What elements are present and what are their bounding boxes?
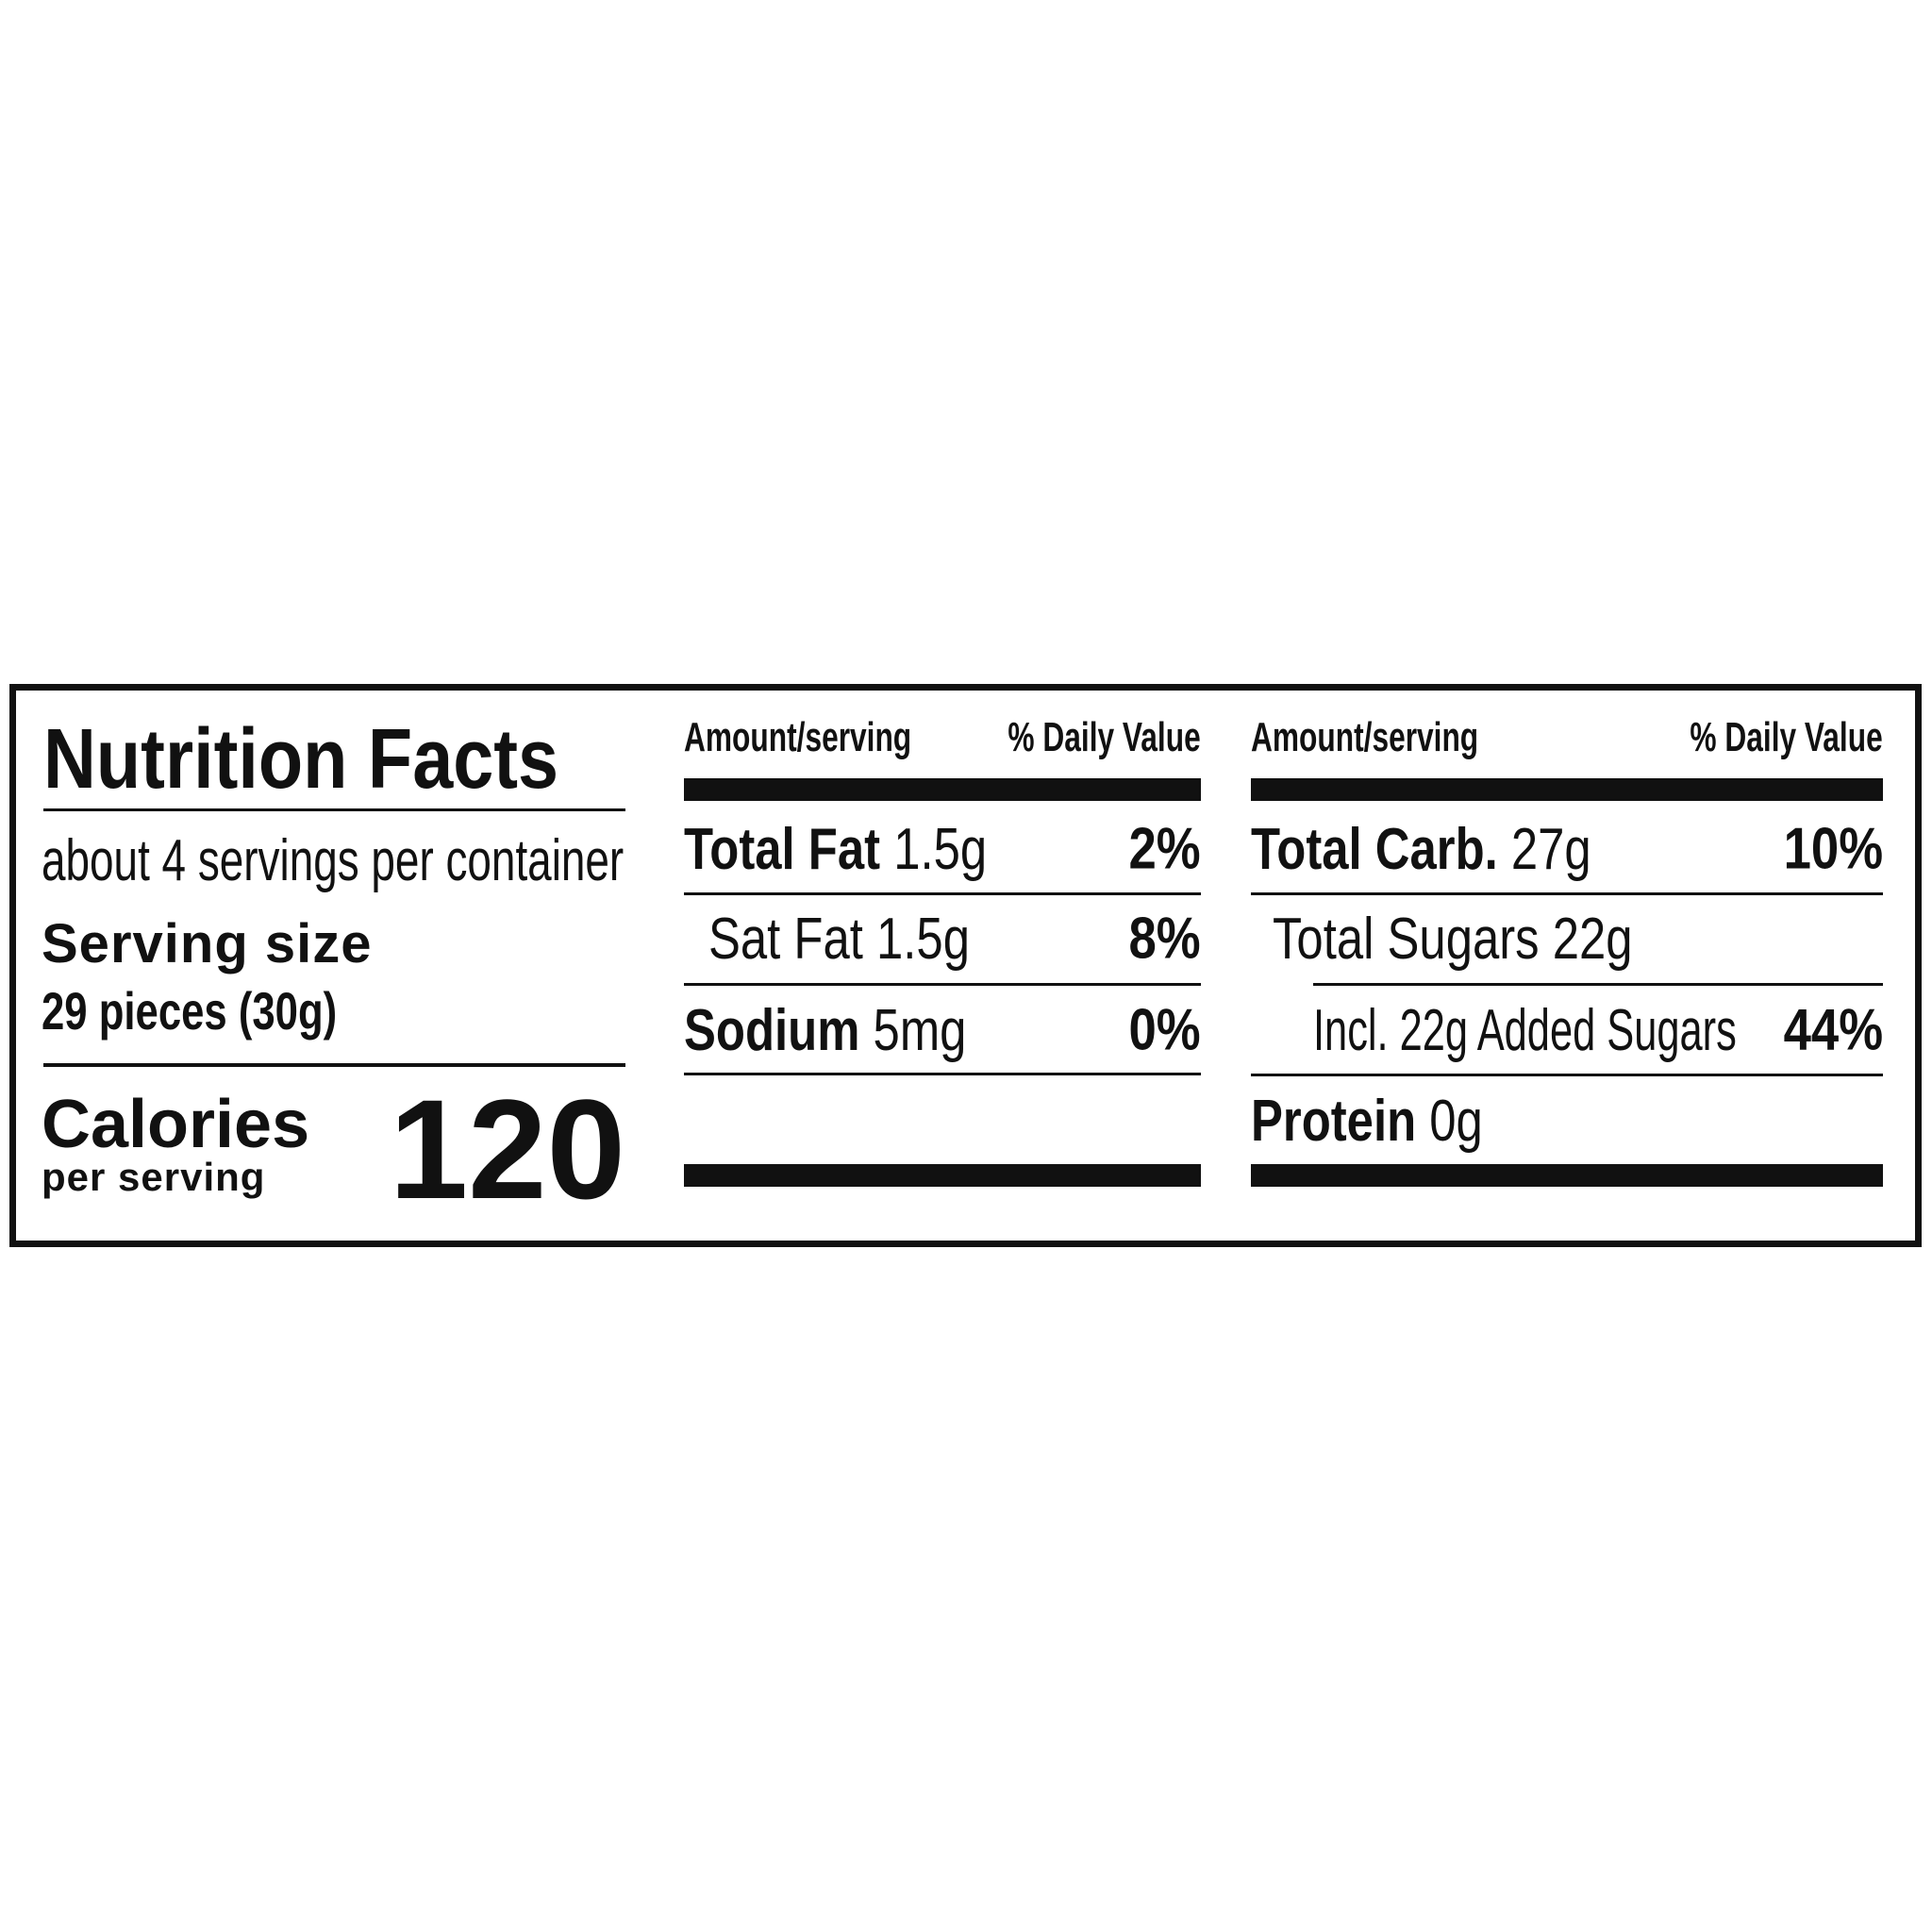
panel-title: Nutrition Facts xyxy=(43,717,642,802)
thick-divider xyxy=(1251,1164,1883,1187)
nutrient-row-added-sugars: Incl. 22g Added Sugars 44% xyxy=(1313,997,1883,1063)
servings-per-container: about 4 servings per container xyxy=(42,832,828,891)
nutrient-label: Total Carb. xyxy=(1251,816,1498,882)
divider xyxy=(684,892,1201,895)
serving-size-text: 29 pieces (30g) xyxy=(42,981,338,1041)
nutrient-dv: 2% xyxy=(1128,816,1201,882)
nutrient-row-protein: Protein 0g xyxy=(1251,1088,1883,1154)
dv-header: % Daily Value xyxy=(1690,714,1883,760)
divider xyxy=(43,1063,625,1067)
nutrient-label: Incl. 22g Added Sugars xyxy=(1313,997,1737,1063)
thick-divider xyxy=(684,1164,1201,1187)
divider xyxy=(684,983,1201,986)
divider xyxy=(1251,1074,1883,1076)
dv-header: % Daily Value xyxy=(1008,714,1201,760)
amount-header: Amount/serving xyxy=(684,714,912,760)
nutrient-amount: 5mg xyxy=(873,997,967,1063)
calories-label: Calories xyxy=(42,1087,310,1162)
title-text: Nutrition Facts xyxy=(43,712,559,807)
nutrient-amount: 1.5g xyxy=(876,906,970,972)
nutrient-label: Sat Fat xyxy=(708,906,863,972)
column-header: Amount/serving % Daily Value xyxy=(1251,714,1883,760)
nutrient-dv: 8% xyxy=(1128,906,1201,972)
thick-divider xyxy=(1251,778,1883,801)
column-header: Amount/serving % Daily Value xyxy=(684,714,1201,760)
nutrient-amount: 0g xyxy=(1429,1088,1483,1154)
serving-size-label: Serving size xyxy=(42,913,373,974)
nutrient-label: Total Fat xyxy=(684,816,881,882)
nutrient-amount: 1.5g xyxy=(893,816,988,882)
serving-size-value: 29 pieces (30g) xyxy=(42,985,421,1038)
thick-divider xyxy=(684,778,1201,801)
divider xyxy=(43,808,625,811)
nutrient-dv: 10% xyxy=(1783,816,1883,882)
nutrient-row-sat-fat: Sat Fat 1.5g 8% xyxy=(708,906,1201,972)
amount-header: Amount/serving xyxy=(1251,714,1479,760)
nutrient-dv: 0% xyxy=(1128,997,1201,1063)
nutrient-label: Sodium xyxy=(684,997,860,1063)
nutrient-row-sodium: Sodium 5mg 0% xyxy=(684,997,1201,1063)
nutrient-row-total-sugars: Total Sugars 22g xyxy=(1273,906,1883,972)
nutrient-dv: 44% xyxy=(1783,997,1883,1063)
nutrient-row-total-carb: Total Carb. 27g 10% xyxy=(1251,816,1883,882)
nutrient-amount: 22g xyxy=(1552,906,1633,972)
divider xyxy=(1251,892,1883,895)
divider xyxy=(1313,983,1883,986)
servings-text: about 4 servings per container xyxy=(42,828,625,893)
nutrient-label: Total Sugars xyxy=(1273,906,1540,972)
nutrition-facts-panel xyxy=(9,684,1922,1247)
nutrient-amount: 27g xyxy=(1510,816,1591,882)
nutrient-label: Protein xyxy=(1251,1088,1417,1154)
nutrient-row-total-fat: Total Fat 1.5g 2% xyxy=(684,816,1201,882)
calories-sublabel: per serving xyxy=(42,1155,266,1199)
divider xyxy=(684,1073,1201,1075)
calories-value: 120 xyxy=(389,1070,625,1228)
